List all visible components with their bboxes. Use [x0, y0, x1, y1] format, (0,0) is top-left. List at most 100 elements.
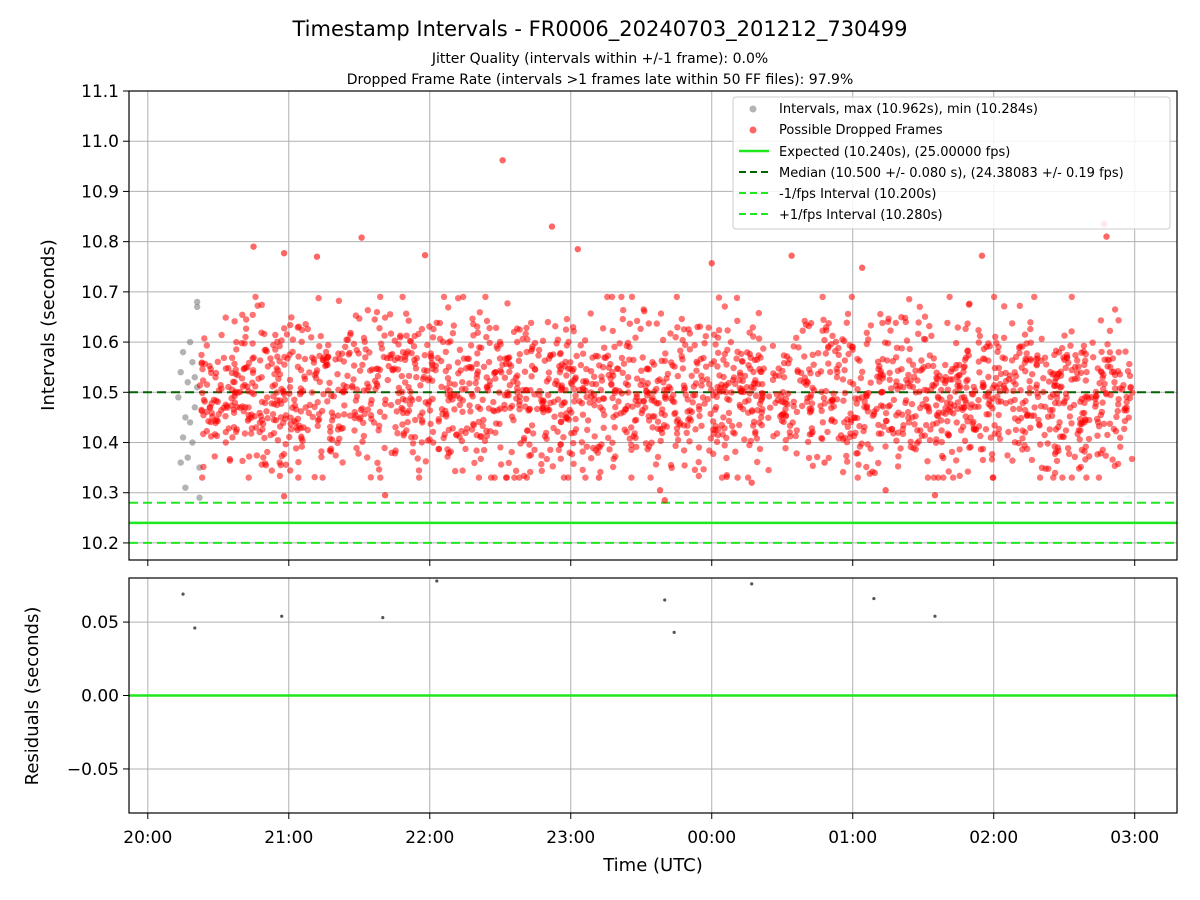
dropped-frame-point [769, 342, 777, 349]
dropped-frame-point [721, 383, 728, 390]
dropped-frame-point [908, 400, 916, 408]
dropped-frame-point [1017, 343, 1024, 350]
dropped-frame-point [297, 408, 305, 415]
dropped-frame-point [476, 344, 483, 351]
dropped-frame-point [1095, 474, 1103, 481]
dropped-frame-point [915, 319, 922, 326]
dropped-frame-point [750, 368, 757, 376]
dropped-frame-point [365, 383, 372, 391]
dropped-frame-point [510, 328, 518, 336]
dropped-frame-point [490, 398, 497, 406]
dropped-frame-point [306, 369, 313, 376]
dropped-frame-point [341, 402, 348, 409]
dropped-frame-point [278, 337, 285, 344]
residual-point [435, 579, 439, 583]
dropped-frame-point [360, 387, 368, 394]
dropped-frame-point [661, 357, 669, 365]
dropped-frame-point [562, 386, 569, 394]
dropped-frame-point [750, 384, 757, 392]
dropped-frame-point [743, 384, 750, 391]
dropped-frame-point [245, 411, 252, 419]
dropped-frame-point [514, 338, 521, 346]
residuals-x-ticks: 20:00 21:00 22:00 23:00 00:00 01:00 02:00 03:00 [123, 813, 1159, 848]
dropped-frame-point [944, 319, 951, 327]
dropped-frame-point [843, 319, 850, 326]
dropped-frame-point [344, 372, 351, 379]
dropped-frame-point [1101, 380, 1108, 387]
dropped-frame-point [1061, 332, 1068, 339]
dropped-frame-point [413, 374, 420, 381]
dropped-frame-point [626, 356, 633, 363]
dropped-frame-point [833, 396, 841, 403]
dropped-frame-point [403, 427, 410, 434]
dropped-frame-point [1106, 349, 1114, 356]
dropped-frame-point [852, 395, 859, 402]
dropped-frame-point [276, 459, 283, 466]
dropped-frame-point [319, 356, 326, 363]
dropped-frame-point [415, 474, 423, 481]
interval-point [186, 338, 194, 346]
dropped-frame-point [353, 444, 360, 452]
dropped-frame-point [1094, 365, 1102, 372]
dropped-frame-point [884, 340, 892, 347]
dropped-frame-point [440, 434, 447, 442]
dropped-frame-point [356, 415, 363, 423]
dropped-frame-point [422, 458, 429, 465]
dropped-frame-point [1114, 407, 1121, 415]
dropped-frame-point [355, 450, 362, 457]
dropped-frame-point [543, 455, 550, 463]
dropped-frame-point [886, 376, 893, 383]
dropped-frame-point [481, 437, 489, 444]
dropped-frame-point [196, 382, 204, 389]
dropped-frame-point [315, 294, 322, 302]
dropped-frame-point [1036, 474, 1044, 481]
dropped-frame-point [692, 380, 700, 387]
dropped-frame-point [515, 357, 523, 364]
dropped-frame-point [906, 345, 913, 353]
dropped-frame-point [387, 401, 395, 409]
dropped-frame-point [560, 399, 567, 407]
dropped-frame-point [682, 341, 689, 349]
dropped-frame-point [882, 409, 890, 417]
y-tick-label: −0.05 [67, 760, 119, 780]
dropped-frame-point [1032, 384, 1040, 391]
dropped-frame-point [686, 438, 693, 445]
dropped-frame-point [748, 408, 756, 415]
residual-point [193, 626, 197, 630]
dropped-frame-point [911, 421, 918, 428]
dropped-frame-point [520, 434, 528, 442]
interval-point [182, 484, 189, 491]
dropped-frame-point [316, 343, 323, 350]
dropped-frame-point [327, 428, 334, 435]
dropped-frame-point [991, 430, 998, 437]
dropped-frame-point [563, 372, 570, 379]
dropped-frame-point [858, 264, 866, 271]
dropped-frame-point [956, 472, 963, 479]
dropped-frame-point [375, 466, 383, 473]
dropped-frame-point [976, 369, 983, 376]
dropped-frame-point [662, 350, 669, 357]
dropped-frame-point [863, 329, 870, 336]
dropped-frame-point [972, 426, 980, 433]
dropped-frame-point [392, 424, 399, 431]
dropped-frame-point [975, 358, 982, 365]
dropped-frame-point [632, 397, 639, 404]
dropped-frame-point [218, 385, 225, 392]
dropped-frame-point [648, 396, 655, 404]
dropped-frame-point [201, 335, 208, 342]
dropped-frame-point [790, 403, 797, 410]
dropped-frame-point [679, 336, 686, 344]
dropped-frame-point [1027, 339, 1035, 346]
dropped-frame-point [454, 359, 462, 366]
dropped-frame-point [765, 393, 773, 400]
dropped-frame-point [249, 379, 256, 386]
dropped-frame-point [1066, 413, 1074, 420]
dropped-frame-point [1004, 452, 1011, 459]
dropped-frame-point [632, 334, 639, 341]
dropped-frame-point [351, 408, 358, 416]
dropped-frame-point [397, 334, 404, 341]
dropped-frame-point [560, 434, 567, 441]
dropped-frame-point [933, 402, 940, 409]
dropped-frame-point [1081, 361, 1088, 369]
dropped-frame-point [715, 294, 723, 301]
